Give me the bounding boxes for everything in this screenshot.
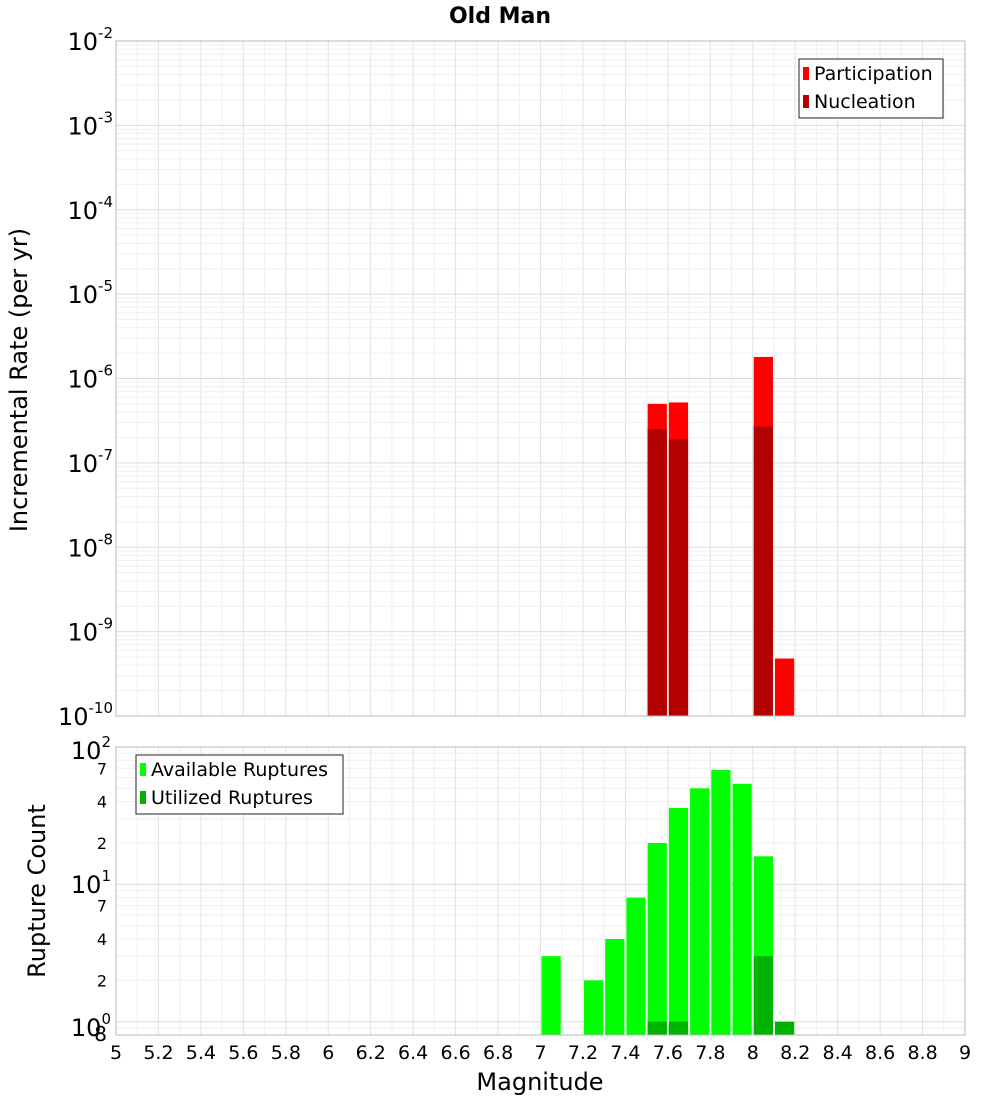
rate-y-tick-label: 10-2 bbox=[67, 24, 113, 56]
x-tick-label: 6.2 bbox=[356, 1042, 386, 1064]
rate-legend-box bbox=[798, 58, 944, 119]
x-tick-label: 8.2 bbox=[780, 1042, 810, 1064]
count-y-tick-minor: 2 bbox=[97, 971, 107, 990]
count-y-tick-minor: 4 bbox=[97, 930, 107, 949]
count-legend-swatch bbox=[140, 791, 146, 804]
bar-participation bbox=[774, 658, 795, 716]
bar-available-ruptures bbox=[541, 956, 561, 1035]
rate-legend-label: Participation bbox=[814, 63, 933, 85]
rate-grid bbox=[115, 40, 966, 717]
count-y-tick-major: 102 bbox=[71, 733, 111, 765]
x-tick-label: 6.4 bbox=[398, 1042, 428, 1064]
bar-available-ruptures bbox=[626, 897, 646, 1035]
bar-available-ruptures bbox=[690, 788, 710, 1035]
x-tick-label: 8 bbox=[747, 1042, 759, 1064]
x-tick-label: 8.6 bbox=[865, 1042, 895, 1064]
bar-utilized-ruptures bbox=[753, 956, 773, 1035]
bar-available-ruptures bbox=[605, 939, 625, 1035]
x-tick-label: 6.8 bbox=[483, 1042, 513, 1064]
x-tick-label: 8.8 bbox=[907, 1042, 937, 1064]
bar-utilized-ruptures bbox=[647, 1021, 667, 1035]
count-panel: 102 101 100 7 4 2 7 4 2 8 5 5.2 5.4 5.6 5.8 6 6.2 6.4 6.6… bbox=[71, 733, 971, 1064]
rate-y-tick-labels: 10-2 10-3 10-4 10-5 10-6 10-7 10-8 10-9 10-10 bbox=[58, 24, 113, 731]
count-plot-border bbox=[115, 746, 966, 1036]
rate-y-tick-label: 10-8 bbox=[67, 530, 113, 562]
count-y-tick-minor: 7 bbox=[97, 759, 107, 778]
bar-available-ruptures bbox=[668, 807, 689, 1035]
bar-available-ruptures bbox=[583, 980, 604, 1035]
rate-y-tick-label: 10-3 bbox=[67, 108, 113, 140]
x-tick-label: 5.6 bbox=[228, 1042, 258, 1064]
rate-y-tick-label: 10-6 bbox=[67, 362, 113, 394]
x-tick-label: 7.6 bbox=[653, 1042, 683, 1064]
rate-y-tick-label: 10-4 bbox=[67, 193, 113, 225]
x-tick-label: 6 bbox=[322, 1042, 334, 1064]
count-y-tick-minor: 8 bbox=[94, 1022, 107, 1046]
bar-available-ruptures bbox=[732, 783, 752, 1035]
rate-y-tick-label: 10-5 bbox=[67, 277, 113, 309]
count-legend-label: Available Ruptures bbox=[151, 759, 328, 781]
bar-available-ruptures bbox=[711, 770, 731, 1035]
rate-legend-label: Nucleation bbox=[814, 91, 916, 113]
count-y-tick-major: 100 bbox=[71, 1010, 111, 1042]
bar-utilized-ruptures bbox=[774, 1021, 795, 1035]
rate-y-axis-label: Incremental Rate (per yr) bbox=[5, 228, 33, 532]
x-tick-label: 9 bbox=[959, 1042, 971, 1064]
x-tick-label: 7.2 bbox=[568, 1042, 598, 1064]
count-y-tick-minor: 2 bbox=[97, 834, 107, 853]
rate-y-tick-label: 10-7 bbox=[67, 446, 113, 478]
rate-bars bbox=[647, 356, 795, 716]
x-axis-label: Magnitude bbox=[476, 1068, 603, 1096]
bar-utilized-ruptures bbox=[668, 1021, 689, 1035]
count-y-tick-minor: 4 bbox=[97, 793, 107, 812]
bar-nucleation bbox=[647, 429, 667, 716]
x-tick-label: 7 bbox=[534, 1042, 546, 1064]
bar-nucleation bbox=[753, 426, 773, 716]
bar-nucleation bbox=[668, 439, 689, 716]
count-bars bbox=[541, 770, 795, 1035]
x-tick-label: 5.2 bbox=[143, 1042, 173, 1064]
rate-legend-swatch bbox=[803, 67, 809, 80]
bar-available-ruptures bbox=[647, 843, 667, 1035]
chart-title: Old Man bbox=[449, 4, 551, 29]
count-y-tick-labels: 102 101 100 7 4 2 7 4 2 8 bbox=[71, 733, 111, 1046]
count-y-tick-minor: 7 bbox=[97, 897, 107, 916]
rate-y-tick-label: 10-9 bbox=[67, 615, 113, 647]
x-tick-label: 5 bbox=[110, 1042, 122, 1064]
rate-plot-border bbox=[115, 40, 966, 717]
count-legend: Available Ruptures Utilized Ruptures bbox=[135, 754, 344, 815]
x-tick-label: 7.4 bbox=[610, 1042, 640, 1064]
rate-panel: 10-2 10-3 10-4 10-5 10-6 10-7 10-8 10-9 10-10 Pa… bbox=[58, 24, 966, 731]
x-tick-label: 5.4 bbox=[186, 1042, 216, 1064]
rate-legend-swatch bbox=[803, 95, 809, 108]
x-tick-labels: 5 5.2 5.4 5.6 5.8 6 6.2 6.4 6.6 6.8 7 7.2 7.4 7.6 7.8 8… bbox=[110, 1042, 971, 1064]
count-y-tick-major: 101 bbox=[71, 867, 111, 899]
count-legend-box bbox=[135, 754, 344, 815]
x-tick-label: 6.6 bbox=[440, 1042, 470, 1064]
x-tick-label: 5.8 bbox=[271, 1042, 301, 1064]
x-tick-label: 7.8 bbox=[695, 1042, 725, 1064]
count-legend-swatch bbox=[140, 763, 146, 776]
x-tick-label: 8.4 bbox=[823, 1042, 853, 1064]
rate-legend: Participation Nucleation bbox=[798, 58, 944, 119]
count-y-axis-label: Rupture Count bbox=[23, 804, 51, 978]
count-legend-label: Utilized Ruptures bbox=[151, 787, 313, 809]
rate-y-tick-label: 10-10 bbox=[58, 699, 113, 731]
